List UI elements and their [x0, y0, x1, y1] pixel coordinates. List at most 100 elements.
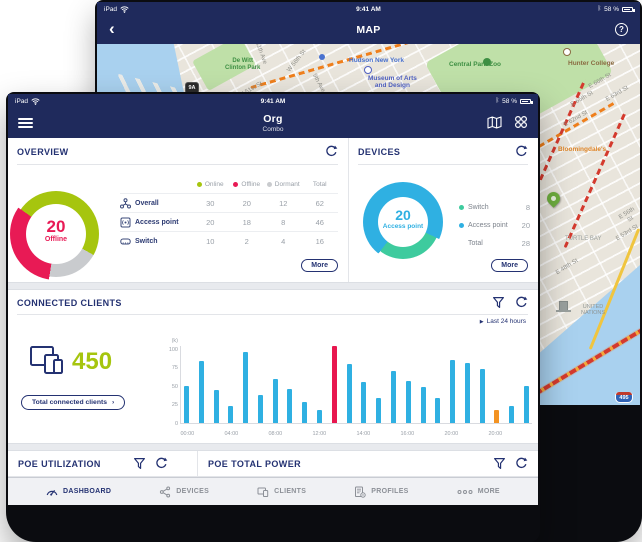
refresh-icon[interactable]: [515, 145, 528, 158]
poe-total-power-section: POE TOTAL POWER: [198, 451, 538, 477]
legend-item-switch: Switch 8: [459, 198, 530, 216]
legend-item-total: Total 28: [468, 238, 530, 248]
total-clients-value: 450: [72, 348, 113, 375]
menu-button[interactable]: [18, 118, 33, 131]
filter-icon[interactable]: [133, 457, 146, 470]
carrier-label: iPad: [104, 5, 118, 13]
clock: 9:41 AM: [260, 97, 286, 105]
x-axis-tick: 12:00: [312, 431, 327, 437]
map-place-label: E 63rd St: [604, 85, 630, 103]
dashboard-icon: [46, 489, 58, 496]
devices-donut: 20 Access point: [363, 182, 443, 262]
chart-bar: [361, 382, 367, 423]
x-axis-tick: 20:00: [444, 431, 459, 437]
overview-donut: 20 Offline: [10, 188, 102, 280]
tab-devices[interactable]: DEVICES: [159, 486, 209, 498]
refresh-icon[interactable]: [325, 145, 338, 158]
overview-donut-label: Offline: [44, 236, 68, 243]
org-subtitle: Combo: [262, 126, 284, 133]
wifi-icon: [120, 5, 129, 13]
connected-clients-title: CONNECTED CLIENTS: [17, 297, 122, 308]
tab-dashboard[interactable]: DASHBOARD: [46, 486, 111, 498]
overview-table: Online Offline Dormant Total Overall 30 …: [120, 176, 338, 272]
x-axis-tick: 00:00: [180, 431, 195, 437]
back-button[interactable]: ‹: [109, 19, 115, 38]
battery-percent: 58 %: [502, 97, 517, 105]
help-button[interactable]: ?: [615, 23, 628, 36]
chevron-right-icon: ›: [112, 399, 115, 406]
time-range-selector[interactable]: ▶ Last 24 hours: [479, 318, 526, 325]
connected-devices-icon: [30, 346, 63, 374]
overview-more-button[interactable]: More: [301, 259, 338, 272]
org-title: Org: [263, 113, 283, 125]
chart-bar: [405, 381, 411, 423]
table-row-switch: Switch 10 2 4 16: [120, 231, 338, 250]
refresh-icon[interactable]: [515, 296, 528, 309]
y-axis-tick: 50: [171, 383, 178, 390]
devices-icon: [160, 486, 171, 498]
map-view-icon[interactable]: [487, 115, 502, 129]
map-place-label: UNITED NATIONS: [581, 304, 606, 317]
chart-bar: [272, 379, 278, 423]
poe-utilization-section: POE UTILIZATION: [8, 451, 198, 477]
battery-icon: [520, 98, 533, 104]
map-place-label: Central Park Zoo: [449, 61, 502, 68]
y-axis-unit: (k): [171, 338, 178, 344]
refresh-icon[interactable]: [155, 457, 168, 470]
dashboard-nav-bar: Org Combo: [8, 108, 538, 138]
interstate-495-shield: 495: [615, 392, 633, 403]
x-axis-tick: 14:00: [356, 431, 371, 437]
location-pin-icon[interactable]: [544, 189, 563, 208]
clock: 9:41 AM: [356, 5, 381, 13]
x-axis-tick: 04:00: [224, 431, 239, 437]
map-nav-bar: MAP ‹ ?: [97, 16, 640, 44]
clients-icon: [257, 487, 269, 497]
map-title: MAP: [356, 24, 381, 36]
apps-grid-icon[interactable]: [514, 115, 528, 129]
tab-more[interactable]: MORE: [457, 486, 500, 498]
chart-bar: [213, 390, 219, 423]
map-status-bar: iPad 9:41 AM ᛒ 58 %: [97, 2, 640, 16]
wifi-icon: [31, 97, 40, 105]
y-axis-tick: 25: [171, 402, 178, 409]
tab-profiles[interactable]: PROFILES: [354, 486, 408, 498]
table-row-access-point: Access point 20 18 8 46: [120, 212, 338, 231]
chart-bar: [317, 410, 323, 423]
overview-section: OVERVIEW 20 Offline Online: [8, 138, 349, 282]
bluetooth-icon: ᛒ: [495, 98, 500, 104]
overview-table-header: Online Offline Dormant Total: [120, 176, 338, 193]
refresh-icon[interactable]: [515, 457, 528, 470]
battery-icon: [622, 6, 635, 12]
filter-icon[interactable]: [492, 296, 505, 309]
topology-icon: [120, 197, 131, 208]
devices-more-button[interactable]: More: [491, 259, 528, 272]
section-divider: [8, 282, 538, 290]
filter-icon[interactable]: [493, 457, 506, 470]
college-poi-icon: [563, 48, 571, 56]
tab-clients[interactable]: CLIENTS: [257, 486, 306, 498]
chart-bar: [509, 406, 515, 423]
dashboard-screen: iPad 9:41 AM ᛒ 58 % Org Combo: [8, 94, 538, 505]
united-nations-icon: [556, 301, 571, 312]
devices-legend: Switch 8 Access point 20 Total 28: [459, 198, 530, 252]
chart-bar: [228, 406, 234, 423]
zoo-poi-icon: [483, 58, 491, 66]
poe-total-power-title: POE TOTAL POWER: [208, 458, 302, 469]
total-connected-clients-button[interactable]: Total connected clients ›: [21, 395, 126, 410]
map-place-label: 9th Ave: [311, 73, 326, 94]
connected-clients-section: CONNECTED CLIENTS ▶ Last 24 hours 450 Tot…: [8, 290, 538, 443]
devices-title: DEVICES: [358, 146, 401, 157]
map-place-label: Hudson New York: [349, 57, 405, 64]
map-place-label: E 48th St: [555, 257, 580, 277]
map-place-label: Museum of Arts and Design: [368, 75, 417, 90]
route-9a-shield: 9A: [185, 82, 199, 94]
bluetooth-icon: ᛒ: [597, 6, 602, 12]
devices-donut-label: Access point: [382, 223, 424, 230]
map-place-label: De Witt Clinton Park: [225, 58, 261, 71]
dashboard-status-bar: iPad 9:41 AM ᛒ 58 %: [8, 94, 538, 108]
traffic-line: [563, 109, 628, 249]
legend-item-access-point: Access point 20: [459, 216, 530, 234]
chart-bar: [257, 395, 263, 423]
chart-bar: [390, 371, 396, 423]
